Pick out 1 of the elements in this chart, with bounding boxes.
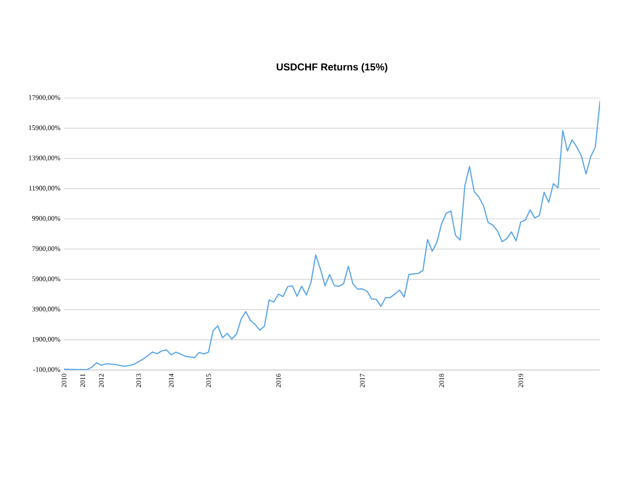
chart-title: USDCHF Returns (15%)	[276, 63, 388, 72]
